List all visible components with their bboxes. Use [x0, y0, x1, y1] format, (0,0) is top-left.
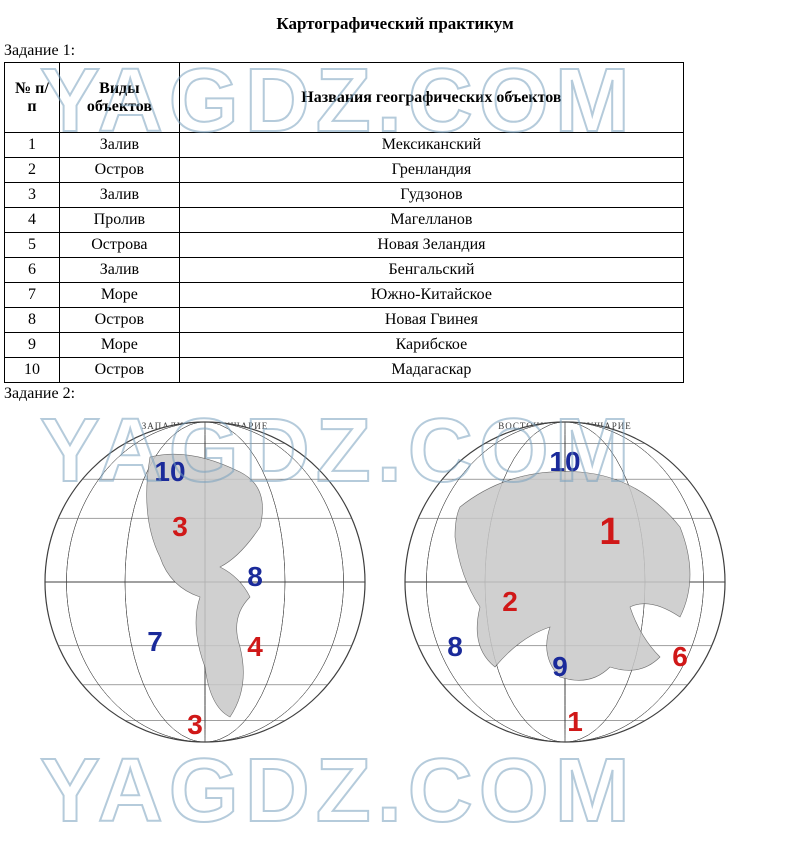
map-annotation: 6: [672, 643, 688, 671]
task1-label: Задание 1:: [0, 40, 790, 62]
map-annotation: 10: [154, 458, 185, 486]
table-row: 6ЗаливБенгальский: [5, 258, 684, 283]
map-annotation: 7: [147, 628, 163, 656]
cell-n: 3: [5, 183, 60, 208]
cell-n: 9: [5, 333, 60, 358]
maps-row: ЗАПАДНОЕ ПОЛУШАРИЕ 1038743 ВОСТОЧНОЕ ПОЛ…: [0, 405, 790, 747]
table-row: 1ЗаливМексиканский: [5, 133, 684, 158]
cell-n: 4: [5, 208, 60, 233]
map-annotation: 3: [187, 711, 203, 739]
cell-name: Гренландия: [179, 158, 683, 183]
cell-name: Южно-Китайское: [179, 283, 683, 308]
page-title: Картографический практикум: [0, 0, 790, 40]
col-header-num: № п/п: [5, 63, 60, 133]
cell-type: Море: [59, 333, 179, 358]
map-annotation: 1: [599, 513, 620, 551]
col-header-name: Названия географических объектов: [179, 63, 683, 133]
map-annotation: 1: [567, 708, 583, 736]
cell-name: Мексиканский: [179, 133, 683, 158]
cell-type: Залив: [59, 258, 179, 283]
cell-n: 2: [5, 158, 60, 183]
cell-type: Залив: [59, 133, 179, 158]
table-row: 7МореЮжно-Китайское: [5, 283, 684, 308]
cell-name: Карибское: [179, 333, 683, 358]
cell-name: Мадагаскар: [179, 358, 683, 383]
objects-table: № п/п Виды объектов Названия географичес…: [4, 62, 684, 383]
col-header-type: Виды объектов: [59, 63, 179, 133]
map-annotation: 4: [247, 633, 263, 661]
table-row: 3ЗаливГудзонов: [5, 183, 684, 208]
table-row: 10ОстровМадагаскар: [5, 358, 684, 383]
hemisphere-svg: [40, 417, 370, 747]
table-row: 2ОстровГренландия: [5, 158, 684, 183]
cell-name: Новая Зеландия: [179, 233, 683, 258]
table-body: 1ЗаливМексиканский2ОстровГренландия3Зали…: [5, 133, 684, 383]
map-annotation: 2: [502, 588, 518, 616]
table-row: 8ОстровНовая Гвинея: [5, 308, 684, 333]
cell-type: Море: [59, 283, 179, 308]
watermark: YAGDZ.COM: [40, 740, 636, 843]
cell-name: Магелланов: [179, 208, 683, 233]
table-row: 9МореКарибское: [5, 333, 684, 358]
cell-n: 1: [5, 133, 60, 158]
table-row: 5ОстроваНовая Зеландия: [5, 233, 684, 258]
cell-name: Новая Гвинея: [179, 308, 683, 333]
map-annotation: 10: [549, 448, 580, 476]
map-annotation: 8: [247, 563, 263, 591]
table-row: 4ПроливМагелланов: [5, 208, 684, 233]
east-hemisphere: ВОСТОЧНОЕ ПОЛУШАРИЕ 10128961: [400, 417, 730, 747]
map-annotation: 9: [552, 653, 568, 681]
cell-n: 10: [5, 358, 60, 383]
cell-type: Остров: [59, 158, 179, 183]
cell-type: Остров: [59, 308, 179, 333]
table-header-row: № п/п Виды объектов Названия географичес…: [5, 63, 684, 133]
cell-n: 5: [5, 233, 60, 258]
cell-n: 8: [5, 308, 60, 333]
cell-type: Острова: [59, 233, 179, 258]
map-annotation: 8: [447, 633, 463, 661]
cell-name: Гудзонов: [179, 183, 683, 208]
cell-n: 6: [5, 258, 60, 283]
cell-n: 7: [5, 283, 60, 308]
cell-type: Залив: [59, 183, 179, 208]
cell-type: Пролив: [59, 208, 179, 233]
cell-type: Остров: [59, 358, 179, 383]
task2-label: Задание 2:: [0, 383, 790, 405]
west-hemisphere: ЗАПАДНОЕ ПОЛУШАРИЕ 1038743: [40, 417, 370, 747]
cell-name: Бенгальский: [179, 258, 683, 283]
map-annotation: 3: [172, 513, 188, 541]
